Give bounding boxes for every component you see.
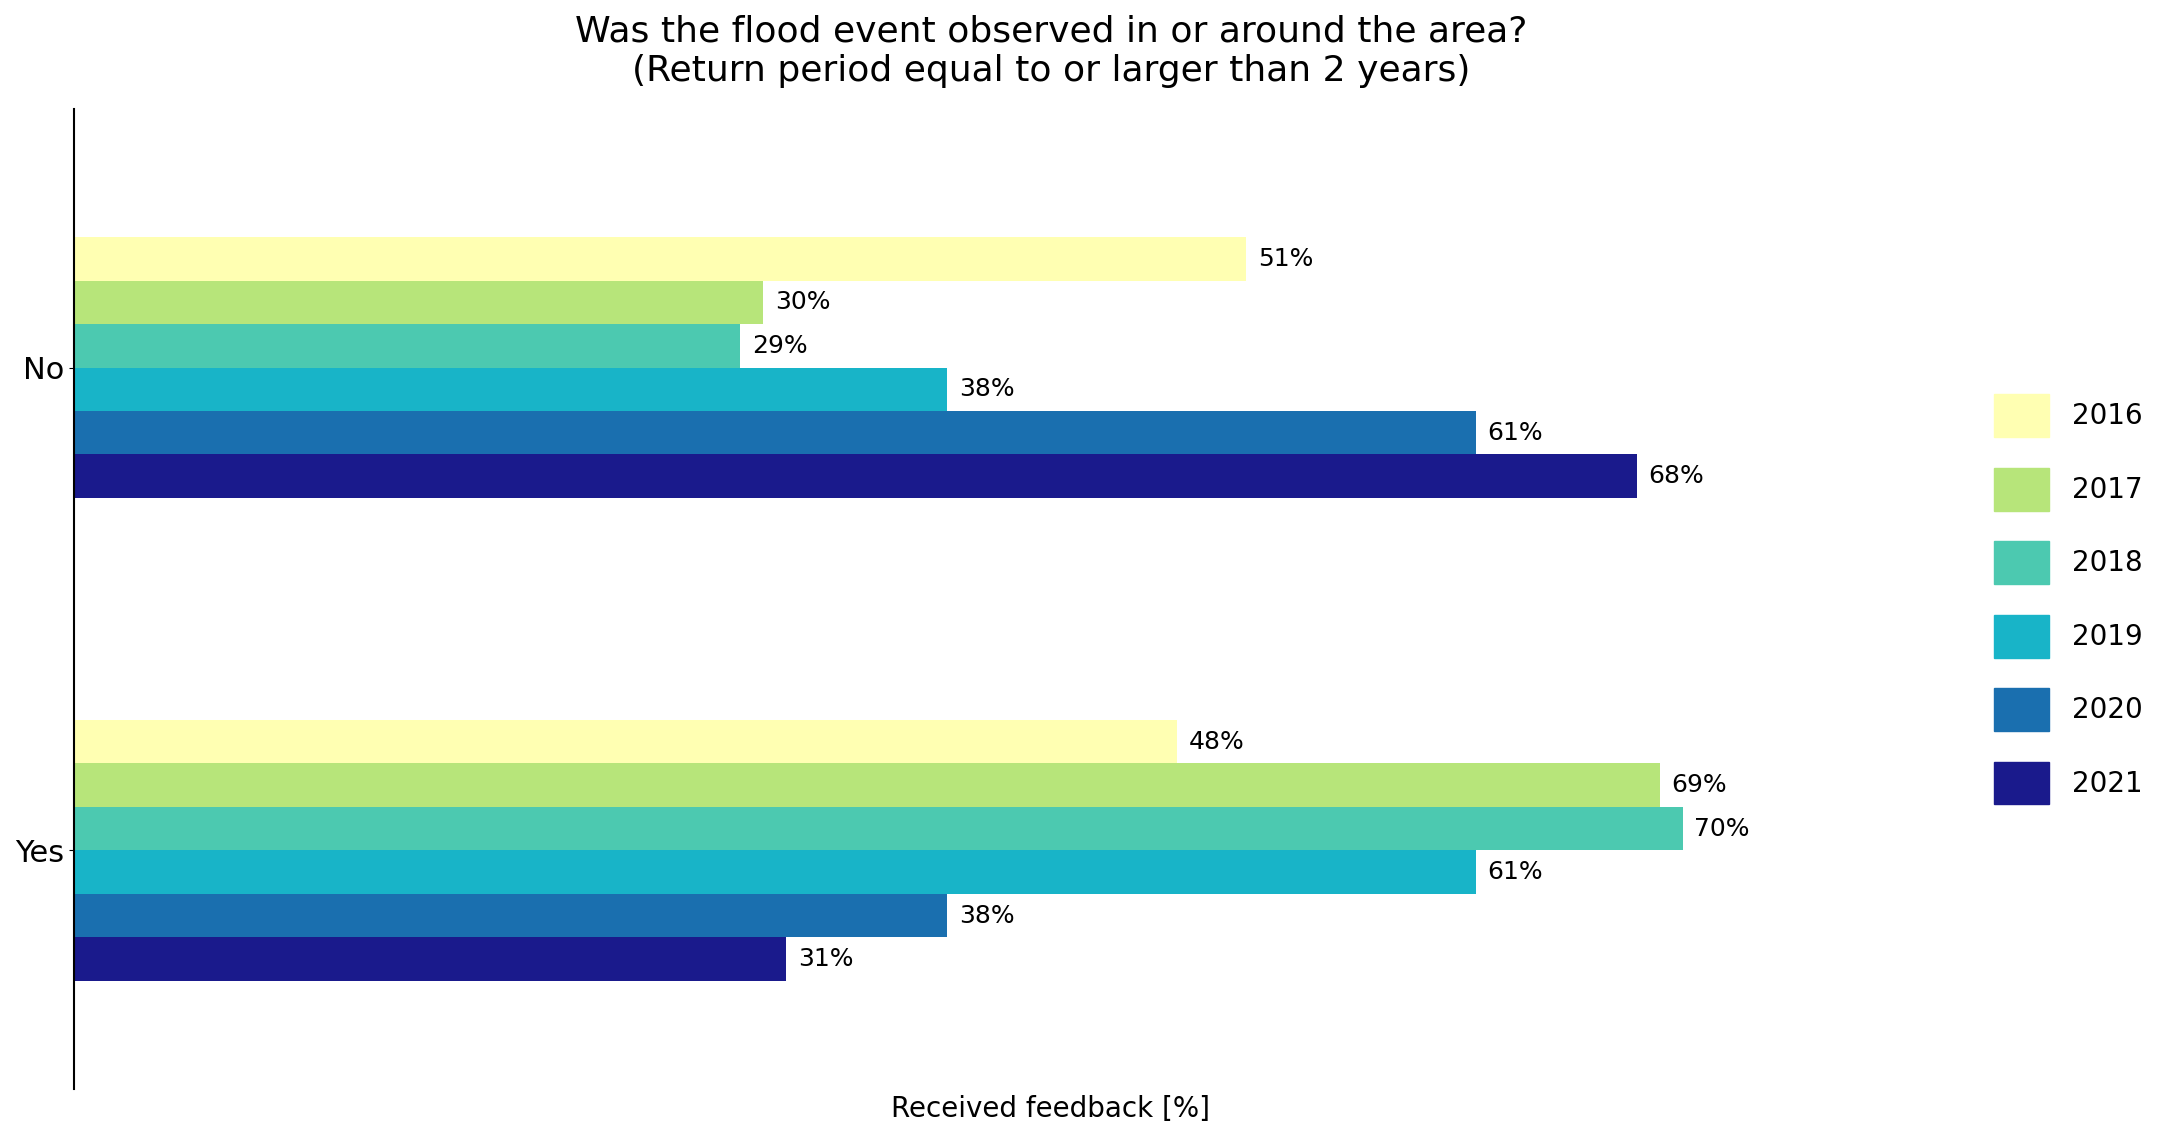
- Bar: [74, 807, 1683, 850]
- Text: 31%: 31%: [798, 947, 854, 971]
- Bar: [74, 324, 740, 368]
- Text: 38%: 38%: [958, 904, 1014, 927]
- Title: Was the flood event observed in or around the area?
(Return period equal to or l: Was the flood event observed in or aroun…: [575, 15, 1527, 89]
- Bar: [74, 893, 947, 938]
- Text: 29%: 29%: [753, 333, 807, 357]
- Bar: [74, 411, 1475, 454]
- Text: 61%: 61%: [1488, 421, 1542, 445]
- Bar: [74, 938, 787, 981]
- Legend: 2016, 2017, 2018, 2019, 2020, 2021: 2016, 2017, 2018, 2019, 2020, 2021: [1966, 366, 2163, 832]
- X-axis label: Received feedback [%]: Received feedback [%]: [891, 1095, 1211, 1123]
- Bar: [74, 850, 1475, 893]
- Bar: [74, 720, 1177, 764]
- Bar: [74, 368, 947, 411]
- Bar: [74, 764, 1659, 807]
- Bar: [74, 454, 1637, 498]
- Text: 68%: 68%: [1648, 464, 1704, 488]
- Text: 69%: 69%: [1672, 773, 1726, 798]
- Text: 51%: 51%: [1257, 247, 1313, 271]
- Bar: [74, 281, 764, 324]
- Text: 61%: 61%: [1488, 860, 1542, 884]
- Text: 48%: 48%: [1190, 729, 1244, 753]
- Text: 70%: 70%: [1694, 817, 1750, 841]
- Text: 30%: 30%: [774, 290, 831, 314]
- Bar: [74, 237, 1246, 281]
- Text: 38%: 38%: [958, 378, 1014, 402]
